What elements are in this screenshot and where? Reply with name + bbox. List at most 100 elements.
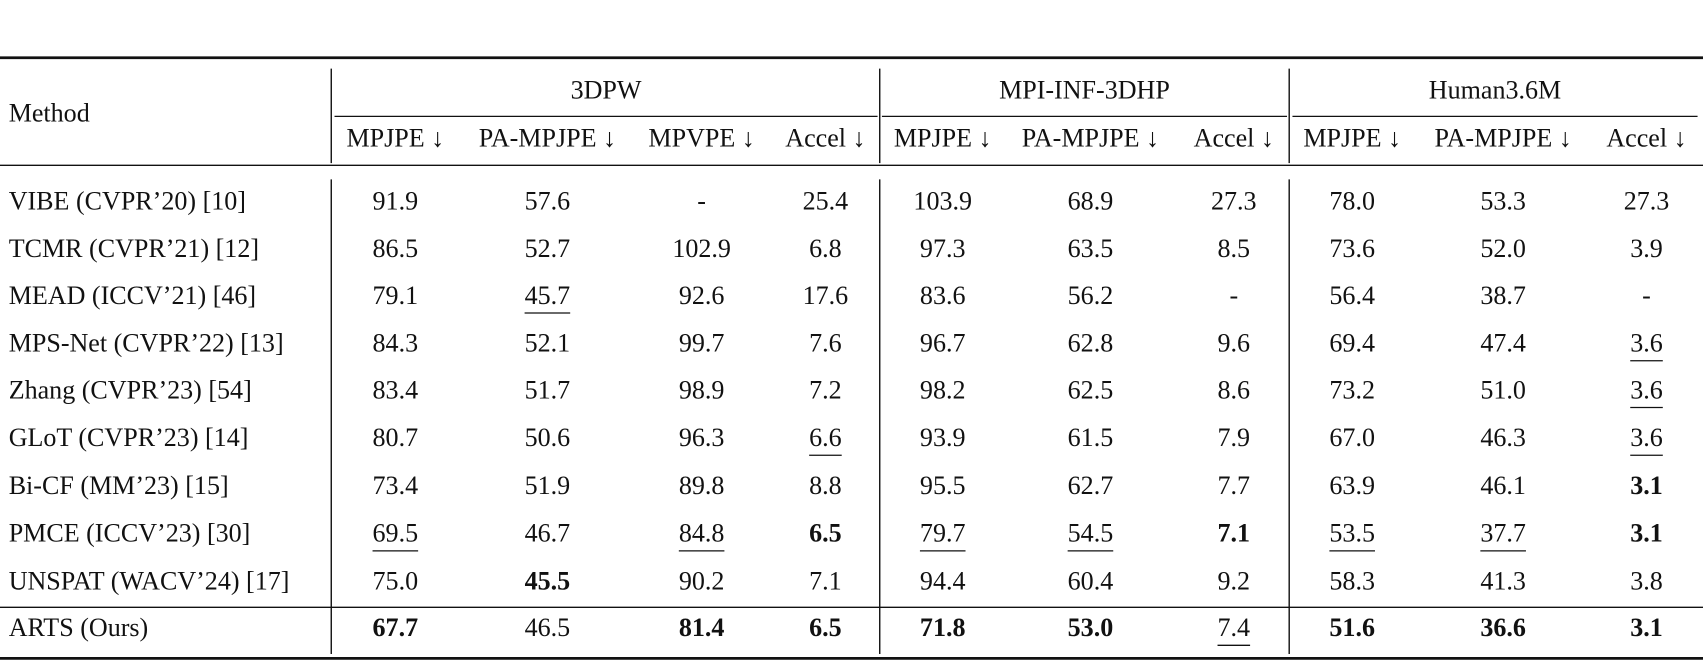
cell-value: 52.7 <box>525 234 571 263</box>
cell-value: 91.9 <box>373 186 419 215</box>
cell-value: 6.8 <box>809 234 842 263</box>
cell-value: 53.3 <box>1480 186 1526 215</box>
cell-value: 7.4 <box>1218 613 1251 642</box>
column-header: PA-MPJPE ↓ <box>479 123 616 152</box>
cell-value: 96.3 <box>679 423 725 452</box>
cell-value: 93.9 <box>920 423 966 452</box>
cell-value: - <box>697 186 706 215</box>
cell-value: 46.7 <box>525 519 571 548</box>
cell-value: - <box>1229 281 1238 310</box>
group-header: 3DPW <box>571 76 642 105</box>
cell-value: 8.5 <box>1218 234 1251 263</box>
cell-value: 62.8 <box>1068 329 1114 358</box>
cell-value: 6.5 <box>809 613 842 642</box>
method-name: TCMR (CVPR’21) [12] <box>9 234 259 263</box>
cell-value: 7.7 <box>1218 471 1251 500</box>
cell-value: 45.5 <box>525 566 571 595</box>
cell-value: 67.7 <box>373 613 419 642</box>
cell-value: 37.7 <box>1480 519 1526 548</box>
cell-value: 73.2 <box>1329 375 1375 404</box>
cell-value: 3.6 <box>1630 329 1663 358</box>
method-name: MPS-Net (CVPR’22) [13] <box>9 329 284 358</box>
cell-value: 7.9 <box>1218 423 1251 452</box>
cell-value: 46.1 <box>1480 471 1526 500</box>
column-header: Accel ↓ <box>785 123 865 152</box>
cell-value: 52.0 <box>1480 234 1526 263</box>
column-header: Accel ↓ <box>1194 123 1274 152</box>
cell-value: 73.4 <box>373 471 419 500</box>
cell-value: 73.6 <box>1329 234 1375 263</box>
cell-value: 45.7 <box>525 281 571 310</box>
cell-value: 96.7 <box>920 329 966 358</box>
method-name: Bi-CF (MM’23) [15] <box>9 471 229 500</box>
cell-value: 56.2 <box>1068 281 1114 310</box>
column-header: Accel ↓ <box>1606 123 1686 152</box>
cell-value: 67.0 <box>1329 423 1375 452</box>
cell-value: 84.3 <box>373 329 419 358</box>
cell-value: 95.5 <box>920 471 966 500</box>
cell-value: 78.0 <box>1329 186 1375 215</box>
cell-value: 38.7 <box>1480 281 1526 310</box>
cell-value: 27.3 <box>1211 186 1257 215</box>
cell-value: 8.6 <box>1218 375 1251 404</box>
cell-value: 51.0 <box>1480 375 1526 404</box>
column-header: MPVPE ↓ <box>648 123 754 152</box>
group-header: Human3.6M <box>1429 76 1561 105</box>
column-header: MPJPE ↓ <box>1303 123 1401 152</box>
method-name: VIBE (CVPR’20) [10] <box>9 186 246 215</box>
cell-value: 71.8 <box>920 613 966 642</box>
method-header: Method <box>9 98 90 127</box>
cell-value: 75.0 <box>373 566 419 595</box>
cell-value: 83.6 <box>920 281 966 310</box>
cell-value: 7.6 <box>809 329 842 358</box>
cell-value: 36.6 <box>1480 613 1526 642</box>
cell-value: 98.9 <box>679 375 725 404</box>
cell-value: 103.9 <box>913 186 972 215</box>
column-header: PA-MPJPE ↓ <box>1022 123 1159 152</box>
cell-value: 3.6 <box>1630 423 1663 452</box>
cell-value: 25.4 <box>803 186 849 215</box>
cell-value: 50.6 <box>525 423 571 452</box>
cell-value: 3.6 <box>1630 375 1663 404</box>
cell-value: 79.1 <box>373 281 419 310</box>
group-header: MPI-INF-3DHP <box>999 76 1170 105</box>
cell-value: 17.6 <box>803 281 849 310</box>
method-name: UNSPAT (WACV’24) [17] <box>9 566 290 595</box>
cell-value: 9.2 <box>1218 566 1251 595</box>
cell-value: 7.1 <box>809 566 842 595</box>
method-name: Zhang (CVPR’23) [54] <box>9 375 252 404</box>
cell-value: 54.5 <box>1068 519 1114 548</box>
cell-value: 68.9 <box>1068 186 1114 215</box>
cell-value: 3.1 <box>1630 471 1663 500</box>
cell-value: 8.8 <box>809 471 842 500</box>
cell-value: 83.4 <box>373 375 419 404</box>
cell-value: 102.9 <box>672 234 731 263</box>
method-name: PMCE (ICCV’23) [30] <box>9 519 251 548</box>
cell-value: 79.7 <box>920 519 966 548</box>
cell-value: 94.4 <box>920 566 966 595</box>
cell-value: 3.1 <box>1630 613 1663 642</box>
cell-value: 98.2 <box>920 375 966 404</box>
cell-value: 3.1 <box>1630 519 1663 548</box>
cell-value: 84.8 <box>679 519 725 548</box>
cell-value: 3.8 <box>1630 566 1663 595</box>
cell-value: 53.0 <box>1068 613 1114 642</box>
cell-value: 6.6 <box>809 423 842 452</box>
cell-value: 58.3 <box>1329 566 1375 595</box>
method-name: ARTS (Ours) <box>9 613 149 642</box>
cell-value: 97.3 <box>920 234 966 263</box>
cell-value: 62.7 <box>1068 471 1114 500</box>
cell-value: 52.1 <box>525 329 571 358</box>
cell-value: 60.4 <box>1068 566 1114 595</box>
cell-value: 61.5 <box>1068 423 1114 452</box>
method-name: MEAD (ICCV’21) [46] <box>9 281 256 310</box>
cell-value: 63.5 <box>1068 234 1114 263</box>
cell-value: 99.7 <box>679 329 725 358</box>
cell-value: 86.5 <box>373 234 419 263</box>
method-name: GLoT (CVPR’23) [14] <box>9 423 249 452</box>
cell-value: 92.6 <box>679 281 725 310</box>
cell-value: 46.3 <box>1480 423 1526 452</box>
column-header: MPJPE ↓ <box>346 123 444 152</box>
column-header: MPJPE ↓ <box>894 123 992 152</box>
